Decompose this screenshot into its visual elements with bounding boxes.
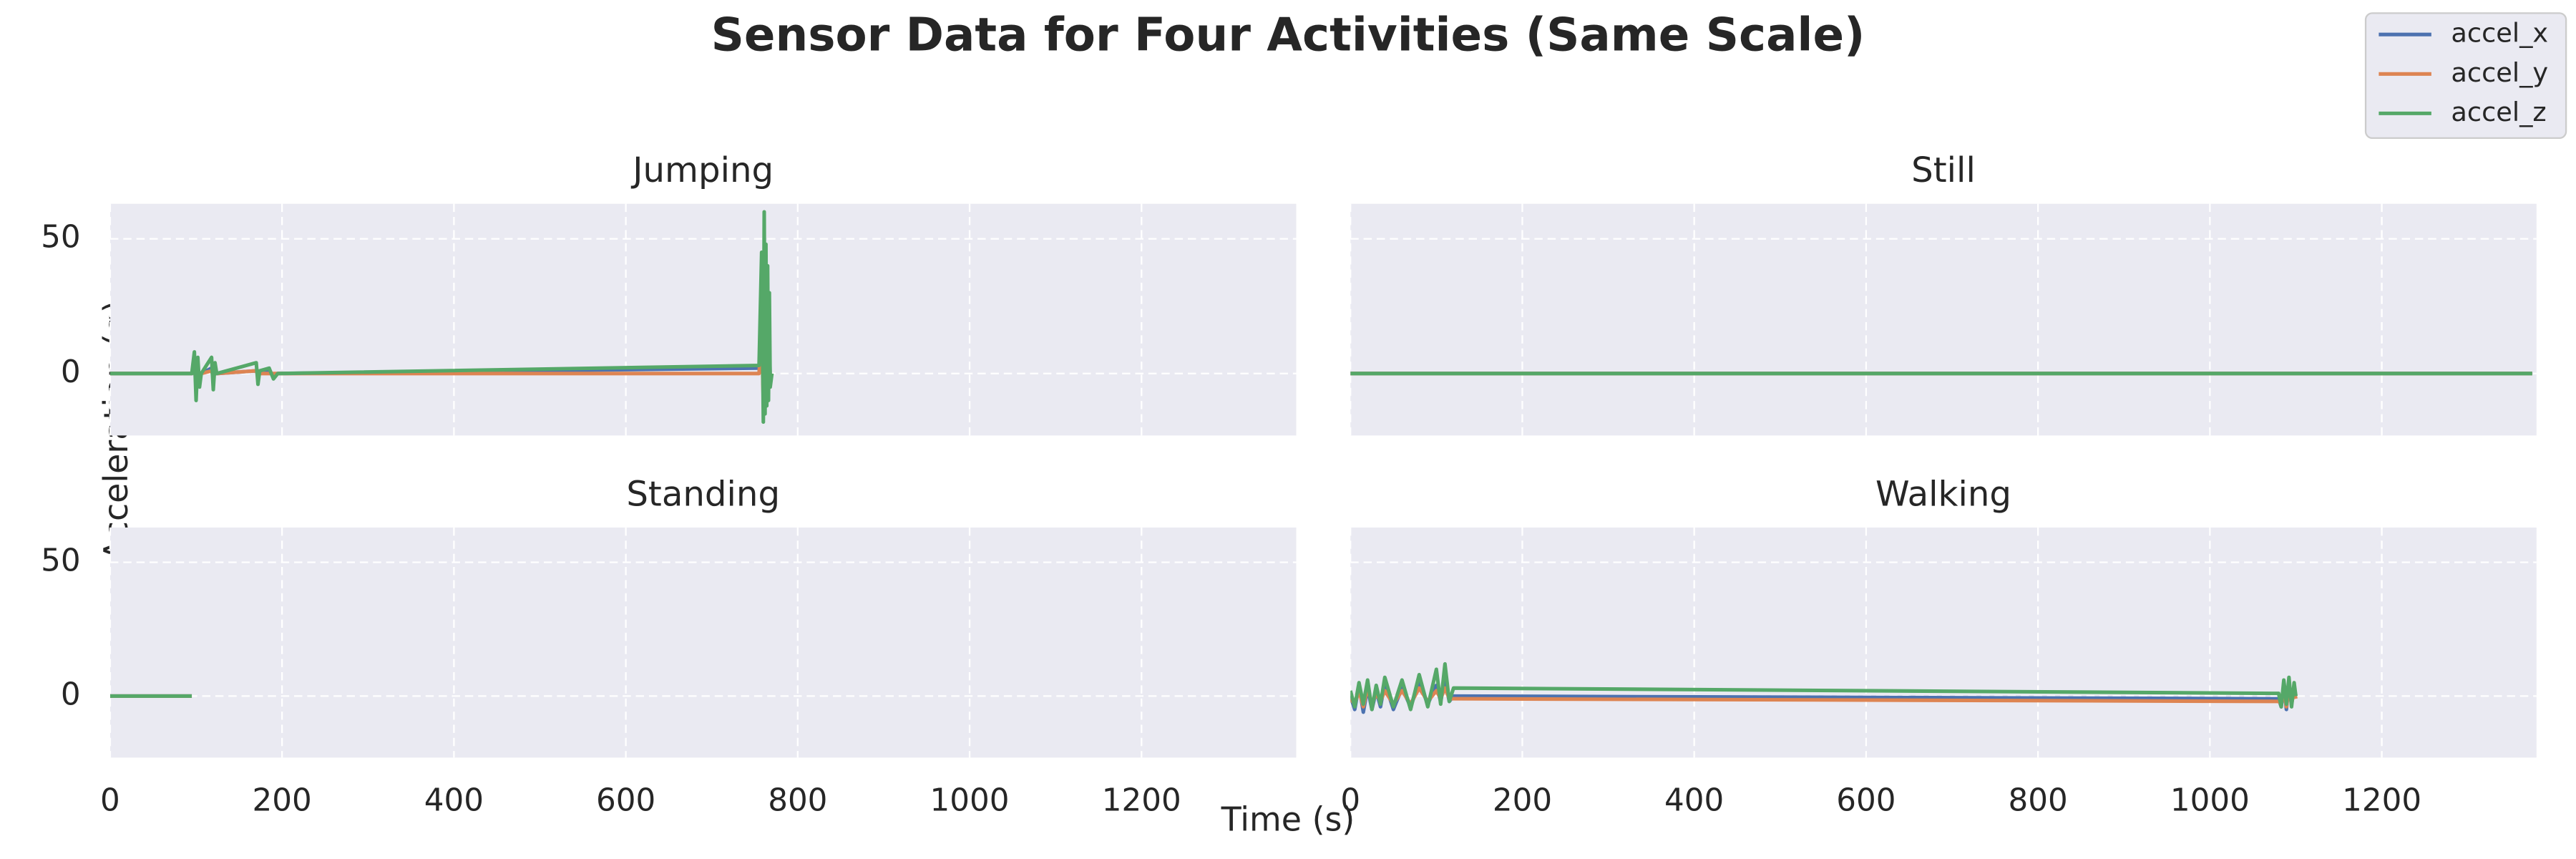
figure-title: Sensor Data for Four Activities (Same Sc… [711,8,1865,62]
legend-label: accel_y [2451,57,2548,88]
y-tick-label: 0 [61,676,81,712]
x-tick-label: 1200 [1102,782,1181,818]
x-tick-label: 200 [1493,782,1552,818]
legend-box [2364,12,2567,139]
plot-background [109,527,1297,758]
x-tick-label: 1000 [930,782,1010,818]
x-tick-label: 200 [253,782,312,818]
x-tick-label: 0 [100,782,120,818]
legend: accel_x accel_y accel_z [2364,12,2567,139]
plot-background [1350,527,2537,758]
y-tick-label: 50 [41,220,80,256]
x-tick-label: 600 [1836,782,1896,818]
subplot: Standing 0 200 400 600 800 1000 1200 0 50 [41,474,1297,818]
x-tick-label: 800 [2009,782,2068,818]
x-tick-label: 1000 [2170,782,2250,818]
subplot: Still [1350,150,2537,436]
subplot: Jumping 0 50 [41,150,1297,436]
x-tick-label: 800 [768,782,827,818]
subplot-title: Standing [626,474,780,514]
x-tick-label: 1200 [2342,782,2421,818]
subplot-title: Walking [1875,474,2011,514]
plot-background [1350,203,2537,436]
legend-label: accel_x [2451,18,2548,49]
x-axis-label: Time (s) [1221,800,1355,838]
y-tick-label: 50 [41,543,80,579]
x-tick-label: 600 [596,782,655,818]
subplot-title: Jumping [630,150,774,190]
subplot-title: Still [1911,150,1976,190]
legend-label: accel_z [2451,97,2546,127]
x-tick-label: 400 [1664,782,1724,818]
y-tick-label: 0 [61,354,81,390]
data-line [1350,662,2298,712]
data-line [109,210,774,424]
x-tick-label: 400 [424,782,484,818]
x-tick-label: 0 [1340,782,1360,818]
plot-background [109,203,1297,436]
subplot: Walking 0 200 400 600 800 1000 1200 [1340,474,2537,818]
